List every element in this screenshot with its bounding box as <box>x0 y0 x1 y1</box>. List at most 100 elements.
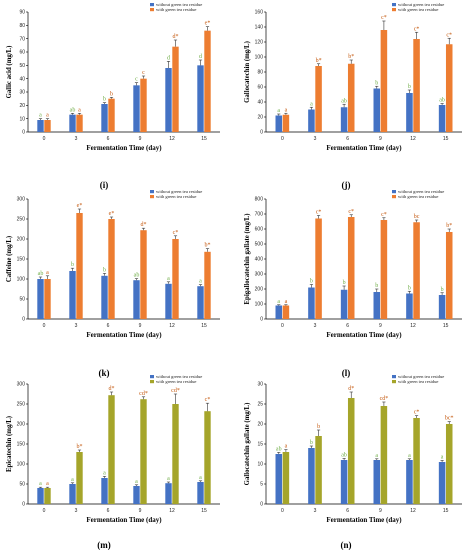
y-tick-label: 80 <box>257 70 263 76</box>
y-tick-label: 0 <box>22 502 25 508</box>
x-tick-label: 3 <box>314 508 317 514</box>
significance-label: a <box>39 113 42 119</box>
significance-label: b <box>310 279 313 285</box>
bar-with-12 <box>413 418 420 504</box>
y-tick-label: 5 <box>260 482 263 488</box>
x-tick-label: 15 <box>201 136 207 142</box>
x-tick-label: 6 <box>346 323 349 329</box>
x-tick-label: 9 <box>379 508 382 514</box>
bar-without-0 <box>37 120 44 132</box>
legend-swatch-with <box>392 8 396 12</box>
significance-label: ab <box>38 271 44 277</box>
significance-label: a <box>46 270 49 276</box>
bar-with-3 <box>315 66 322 132</box>
bar-without-12 <box>406 460 413 504</box>
legend-label-without: without green tea residue <box>156 2 202 7</box>
legend-label-with: with green tea residue <box>398 194 438 199</box>
bar-with-9 <box>140 399 147 504</box>
significance-label: b <box>71 262 74 268</box>
x-tick-label: 0 <box>43 323 46 329</box>
x-tick-label: 6 <box>107 136 110 142</box>
significance-label: c <box>142 70 145 76</box>
bar-without-12 <box>165 283 172 319</box>
bar-without-15 <box>438 462 446 504</box>
y-tick-label: 15 <box>257 442 263 448</box>
bar-without-12 <box>406 293 413 319</box>
legend-swatch-with <box>392 380 396 384</box>
significance-label: cd* <box>171 388 180 394</box>
significance-label: a <box>39 481 42 487</box>
significance-label: c* <box>381 212 387 218</box>
bar-without-0 <box>275 454 283 504</box>
x-tick-label: 3 <box>314 136 317 142</box>
significance-label: c* <box>381 15 387 21</box>
bar-with-15 <box>445 44 453 132</box>
x-tick-label: 6 <box>107 323 110 329</box>
significance-label: a <box>441 454 444 460</box>
legend-swatch-without <box>392 3 396 7</box>
significance-label: c* <box>348 209 354 215</box>
bar-without-0 <box>37 279 44 319</box>
bar-without-15 <box>438 105 446 132</box>
significance-label: d* <box>109 386 115 392</box>
x-tick-label: 9 <box>139 136 142 142</box>
y-tick-label: 200 <box>255 287 264 293</box>
bar-with-3 <box>315 436 322 504</box>
significance-label: b <box>408 285 411 291</box>
y-tick-label: 800 <box>255 197 264 203</box>
significance-label: a <box>46 113 49 119</box>
bar-with-3 <box>76 114 83 132</box>
significance-label: b <box>441 287 444 293</box>
x-tick-label: 12 <box>410 323 416 329</box>
legend-swatch-with <box>392 195 396 199</box>
x-tick-label: 3 <box>75 323 78 329</box>
bar-with-6 <box>108 219 115 319</box>
significance-label: ab <box>439 98 445 104</box>
y-axis-title: Caffeine (mg/L) <box>6 236 13 282</box>
legend-label-with: with green tea residue <box>156 7 196 12</box>
panel-label: (l) <box>342 368 351 378</box>
legend-swatch-without <box>150 190 154 194</box>
bar-without-9 <box>133 85 140 132</box>
legend-label-without: without green tea residue <box>156 374 202 379</box>
y-tick-label: 300 <box>255 272 264 278</box>
bar-with-12 <box>172 239 179 319</box>
significance-label: a <box>167 476 170 482</box>
significance-label: b* <box>316 58 322 64</box>
x-axis-title: Fermentation Time (day) <box>86 516 162 524</box>
bar-with-0 <box>44 488 51 504</box>
bar-with-15 <box>445 232 453 319</box>
bar-without-6 <box>101 104 108 132</box>
panel-label: (n) <box>341 540 352 550</box>
x-tick-label: 3 <box>75 136 78 142</box>
significance-label: cd* <box>139 391 148 397</box>
y-tick-label: 0 <box>260 317 263 323</box>
legend-label-without: without green tea residue <box>398 2 444 7</box>
bar-with-3 <box>315 218 322 319</box>
significance-label: b <box>375 80 378 86</box>
significance-label: b* <box>77 444 83 450</box>
significance-label: c* <box>205 397 211 403</box>
y-axis-title: Epicatechin (mg/L) <box>6 416 13 472</box>
bar-without-12 <box>165 68 172 132</box>
y-tick-label: 150 <box>17 442 26 448</box>
x-tick-label: 12 <box>410 508 416 514</box>
y-tick-label: 700 <box>255 212 264 218</box>
significance-label: d* <box>348 386 354 392</box>
y-tick-label: 200 <box>17 237 26 243</box>
bar-with-0 <box>44 279 51 319</box>
legend-swatch-without <box>392 375 396 379</box>
y-tick-label: 150 <box>17 257 26 263</box>
significance-label: d* <box>173 34 179 40</box>
x-tick-label: 9 <box>379 136 382 142</box>
legend-swatch-without <box>392 190 396 194</box>
significance-label: c* <box>173 230 179 236</box>
significance-label: a <box>277 299 280 305</box>
x-tick-label: 3 <box>314 323 317 329</box>
x-axis-title: Fermentation Time (day) <box>326 331 402 339</box>
significance-label: a <box>103 470 106 476</box>
significance-label: e* <box>109 211 115 217</box>
